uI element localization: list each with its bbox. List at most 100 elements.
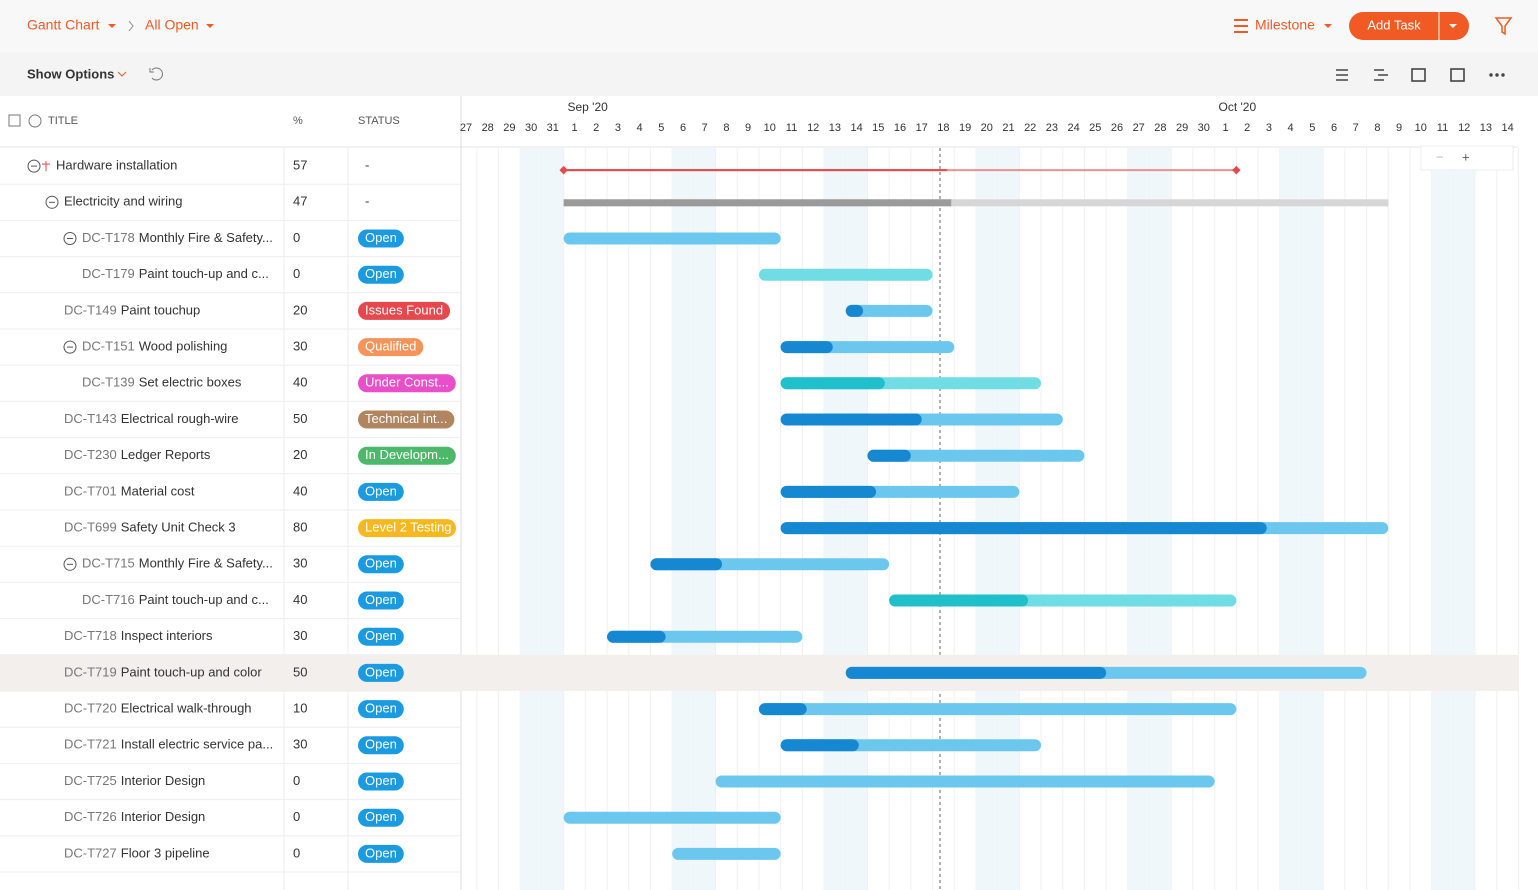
top-bar [0,0,1538,52]
status-text: Technical int... [365,411,447,426]
day-label: 1 [571,122,577,134]
undo-icon[interactable] [149,67,163,81]
task-name: Paint touchup [121,302,201,317]
task-percent: 30 [293,556,307,571]
task-percent: 0 [293,845,300,860]
status-badge [358,736,404,755]
day-label: 10 [1415,122,1427,134]
task-bar [758,703,1237,716]
milestone-icon [42,161,50,172]
task-percent: 40 [293,592,307,607]
task-progress [607,630,666,643]
day-label: 7 [702,122,708,134]
status-badge [358,265,404,284]
day-label: 2 [593,122,599,134]
task-percent: 57 [293,158,307,173]
status-badge [358,301,451,320]
status-badge [358,700,404,719]
weekend-shade [1431,148,1454,890]
day-label: 9 [1396,122,1402,134]
day-label: 28 [482,122,494,134]
day-label: 19 [959,122,971,134]
icon[interactable] [1336,69,1348,81]
icon[interactable] [1374,69,1388,81]
day-label: 29 [503,122,515,134]
icon[interactable] [1411,68,1426,82]
task-id: DC-T725 [64,773,117,788]
task-progress [780,413,922,426]
task-id: DC-T719 [64,664,117,679]
collapse-toggle[interactable] [63,232,77,245]
status-badge [358,482,404,501]
zoom-out[interactable]: − [1436,149,1444,164]
view-selector[interactable]: Gantt Chart [27,17,99,33]
status-badge [358,808,404,827]
status-badge [358,229,404,248]
day-label: 1 [1222,122,1228,134]
status-text: Open [365,556,397,571]
task-progress [867,449,911,462]
collapse-toggle[interactable] [63,340,77,354]
status-badge [358,555,404,574]
day-label: 23 [1046,122,1058,134]
weekend-shade [693,148,716,890]
status-text: Open [365,266,397,281]
filter-selector[interactable]: All Open [145,17,199,33]
collapse-toggle[interactable] [63,557,77,571]
task-percent: 0 [293,266,300,281]
task-percent: 0 [293,773,300,788]
task-name: Electrical rough-wire [121,411,239,426]
collapse-toggle[interactable] [45,195,59,209]
milestone-button[interactable]: Milestone [1255,17,1315,33]
col-status: STATUS [358,115,400,127]
task-name: Paint touch-up and c... [139,266,269,281]
caret[interactable] [1449,24,1457,28]
day-label: 8 [723,122,729,134]
status-text: Level 2 Testing [365,520,452,535]
task-bar [758,268,933,281]
task-id: DC-T715 [82,556,135,571]
task-id: DC-T230 [64,447,117,462]
status-text: Under Const... [365,375,449,390]
task-progress [780,377,885,390]
task-progress [845,304,864,317]
zoom-control[interactable] [1420,145,1514,171]
status-badge [358,591,404,610]
status-badge [358,338,424,357]
day-label: 24 [1067,122,1079,134]
day-label: 5 [1309,122,1315,134]
task-percent: 30 [293,628,307,643]
dot[interactable] [1489,73,1493,77]
task-percent: 20 [293,302,307,317]
status-badge [358,519,456,538]
day-label: 5 [658,122,664,134]
status-text: Open [365,773,397,788]
weekend-shade [672,148,694,890]
task-name: Interior Design [121,809,206,824]
task-bar [715,775,1215,788]
task-id: DC-T727 [64,845,117,860]
day-label: 28 [1154,122,1166,134]
status-text: Open [365,809,397,824]
show-options[interactable]: Show Options [27,66,114,81]
day-label: 11 [1437,122,1448,134]
status-badge [358,410,455,429]
day-label: 27 [1133,122,1145,134]
task-id: DC-T151 [82,339,135,354]
task-name: Monthly Fire & Safety... [139,556,273,571]
icon[interactable] [1450,68,1465,82]
status-text: Issues Found [365,302,443,317]
task-id: DC-T699 [64,520,117,535]
toolbar [0,52,1538,96]
day-label: 3 [615,122,621,134]
day-label: 29 [1176,122,1188,134]
table-icon[interactable] [8,114,21,127]
day-label: 30 [525,122,537,134]
filter-icon[interactable] [1494,17,1513,36]
status-badge [358,663,404,682]
task-bar [672,847,781,860]
collapse-toggle[interactable] [27,159,41,173]
task-progress [780,522,1267,535]
task-percent: 30 [293,737,307,752]
zoom-in[interactable]: + [1462,149,1470,164]
